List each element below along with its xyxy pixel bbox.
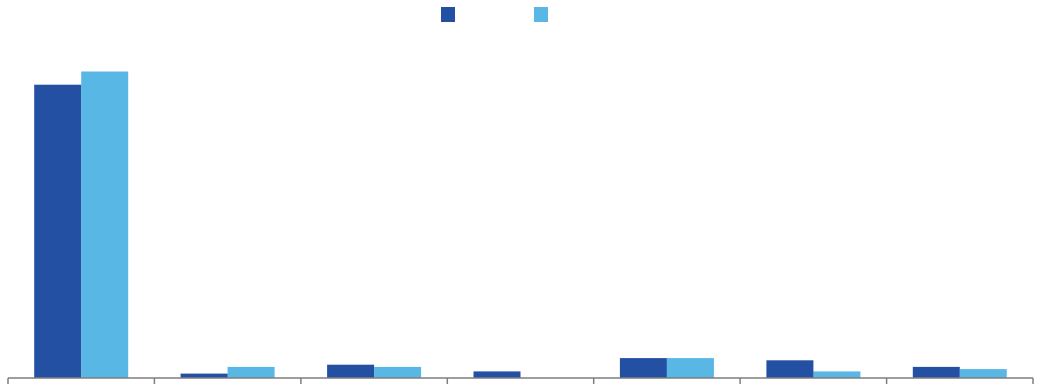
bar-series-1-category-1 [34, 84, 82, 378]
bar-series-2-category-6 [813, 371, 861, 378]
bar-series-1-category-3 [327, 364, 375, 378]
legend-swatch-series-1 [441, 7, 455, 22]
bar-series-2-category-5 [666, 358, 714, 378]
bar-series-2-category-7 [959, 369, 1007, 378]
bar-series-2-category-2 [227, 366, 275, 378]
legend-swatch-series-2 [534, 7, 548, 22]
bar-series-2-category-1 [81, 71, 129, 378]
bar-series-1-category-7 [912, 366, 960, 378]
x-axis [7, 377, 1034, 384]
legend [441, 7, 548, 22]
bar-series-1-category-2 [180, 373, 228, 378]
bar-series-2-category-3 [374, 366, 422, 378]
bars [34, 71, 1007, 378]
bar-series-1-category-5 [619, 358, 667, 378]
bar-series-1-category-4 [473, 371, 521, 378]
bar-series-1-category-6 [766, 360, 814, 378]
